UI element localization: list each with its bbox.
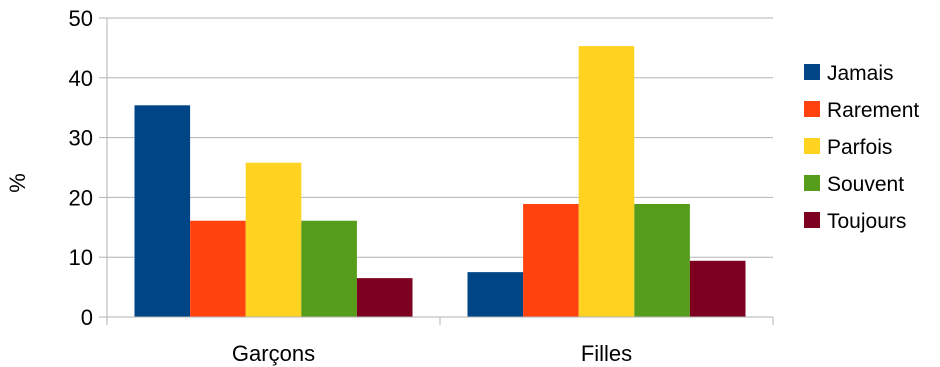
bars [134, 46, 746, 318]
y-tick-label: 40 [69, 66, 93, 91]
y-axis-ticks: 0 10 20 30 40 50 [69, 6, 107, 330]
legend-swatch-rarement [804, 101, 820, 117]
y-tick-label: 0 [81, 305, 93, 330]
y-tick-label: 10 [69, 245, 93, 270]
y-tick-label: 30 [69, 126, 93, 151]
bar-souvent-2 [634, 203, 690, 317]
legend-swatch-souvent [804, 175, 820, 191]
legend: Jamais Rarement Parfois Souvent Toujours [804, 62, 919, 233]
legend-label-parfois: Parfois [827, 136, 892, 159]
bar-rarement-2 [523, 203, 579, 317]
y-tick-label: 20 [69, 185, 93, 210]
axes [106, 18, 774, 325]
y-tick-label: 50 [69, 6, 93, 31]
y-axis-title: % [5, 173, 30, 193]
bar-toujours-2 [689, 260, 746, 317]
legend-label-jamais: Jamais [827, 62, 894, 85]
bar-toujours-1 [356, 278, 413, 317]
legend-label-toujours: Toujours [827, 210, 906, 233]
legend-label-souvent: Souvent [827, 173, 904, 196]
x-axis-categories: Garçons Filles [232, 341, 632, 366]
bar-souvent-1 [301, 220, 357, 317]
x-category-label: Garçons [232, 341, 315, 366]
legend-swatch-parfois [804, 138, 820, 154]
legend-swatch-jamais [804, 64, 820, 80]
bar-parfois-1 [245, 162, 302, 317]
bar-parfois-2 [578, 46, 635, 318]
bar-jamais-1 [134, 105, 191, 317]
bar-jamais-2 [467, 272, 524, 317]
bar-rarement-1 [190, 220, 246, 317]
legend-swatch-toujours [804, 212, 820, 228]
x-category-label: Filles [581, 341, 632, 366]
legend-label-rarement: Rarement [827, 99, 919, 122]
